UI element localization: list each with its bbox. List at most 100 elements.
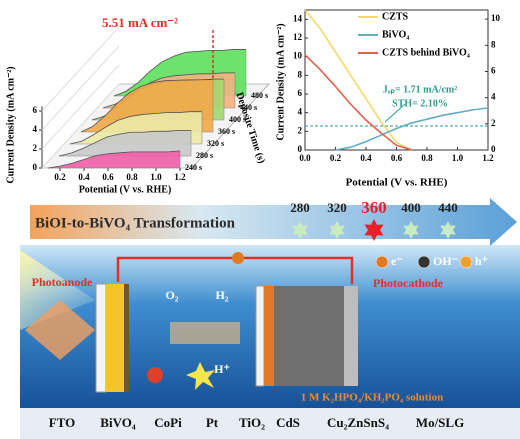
sunlight — [20, 250, 95, 330]
series-line — [335, 107, 489, 151]
step-label: 440 — [438, 200, 458, 215]
pt-spark — [186, 362, 215, 390]
y-tick-label: 8 — [298, 69, 303, 79]
layer-label: BiVO₄ — [100, 415, 136, 430]
step-star — [403, 221, 419, 239]
x-tick-label: 1.2 — [482, 153, 494, 163]
legend-particle — [417, 255, 431, 269]
step-label: 400 — [401, 200, 421, 215]
mo-slg-layer — [344, 286, 358, 386]
y-tick-label: 6 — [33, 105, 38, 115]
x-tick-label: 1.0 — [150, 172, 162, 182]
line — [113, 49, 246, 97]
y2-tick-label: 2 — [491, 118, 496, 128]
series-label: 480 s — [251, 91, 268, 100]
legend-label: BiVO₄ — [382, 29, 409, 40]
grid-line — [41, 26, 120, 112]
fto-layer — [95, 283, 107, 393]
x-tick-label: 0.6 — [391, 153, 403, 163]
layer-label: Mo/SLG — [416, 415, 464, 430]
y-tick-label: 12 — [293, 32, 303, 42]
series-line — [304, 9, 413, 151]
step-star — [440, 221, 456, 239]
ion-arrow — [170, 322, 240, 344]
x-tick-label: 1.2 — [174, 172, 186, 182]
x-axis-label: Potential (V vs. RHE) — [79, 184, 172, 195]
layer-label: Pt — [206, 415, 219, 430]
series-label: 440 s — [240, 103, 257, 112]
legend-particle — [375, 255, 389, 269]
x-tick-label: 0.8 — [126, 172, 138, 182]
y2-tick-label: 10 — [491, 13, 501, 23]
x-tick-label: 0.4 — [360, 153, 372, 163]
x-tick-label: 0.2 — [330, 153, 342, 163]
o2-label: O₂ — [166, 288, 179, 302]
x-tick-label: 0.4 — [78, 172, 90, 182]
electron — [232, 252, 244, 264]
x-tick-label: 1.0 — [452, 153, 464, 163]
x-tick-label: 0.6 — [102, 172, 114, 182]
step-label: 280 — [290, 200, 310, 215]
legend-label: CZTS behind BiVO₄ — [382, 47, 470, 58]
legend-label: h⁺ — [475, 254, 488, 268]
photocathode-label: Photocathode — [373, 276, 444, 290]
czts-layer — [274, 286, 344, 386]
y-tick-label: 6 — [298, 88, 303, 98]
series-label: 320 s — [207, 139, 224, 148]
layer-label: CoPi — [154, 415, 182, 430]
x-tick-label: 0.0 — [299, 153, 311, 163]
series-label: 280 s — [196, 151, 213, 160]
y-tick-label: 10 — [293, 51, 303, 61]
y-tick-label: 4 — [298, 107, 303, 117]
light-arrow — [25, 300, 95, 360]
y2-tick-label: 8 — [491, 39, 496, 49]
line — [80, 79, 214, 133]
y2-tick-label: 0 — [491, 144, 496, 154]
y-tick-label: 0 — [33, 162, 38, 172]
y-tick-label: 0 — [298, 144, 303, 154]
annotation: 5.51 mA cm⁻² — [102, 15, 178, 30]
y2-tick-label: 4 — [491, 92, 496, 102]
series-line — [304, 54, 412, 151]
hplus-label: H⁺ — [214, 362, 230, 376]
line — [47, 150, 181, 169]
step-star — [292, 221, 308, 239]
series-label: 240 s — [185, 163, 202, 172]
tio2-layer — [255, 285, 265, 387]
grid-line — [41, 83, 120, 169]
line — [58, 129, 191, 157]
grid-line — [41, 64, 120, 150]
step-label: 360 — [361, 198, 387, 217]
bivo4-layer — [106, 284, 124, 392]
solution-label: 1 M K₂HPO₄/KH₂PO₄ solution — [301, 392, 443, 404]
copi-layer — [124, 284, 129, 392]
x-tick-label: 0.8 — [421, 153, 433, 163]
y-axis-label: Current Density (mA cm⁻²) — [5, 66, 16, 183]
photoanode-label: Photoanode — [32, 275, 93, 289]
y2-tick-label: 6 — [491, 66, 496, 76]
y-tick-label: 2 — [33, 143, 38, 153]
annotation: STH= 2.10% — [392, 98, 448, 109]
y-tick-label: 2 — [298, 125, 303, 135]
legend-label: e⁻ — [391, 254, 403, 268]
layer-label: CdS — [276, 415, 300, 430]
step-star — [329, 221, 345, 239]
y-tick-label: 4 — [33, 124, 38, 134]
banner-title: BiOI-to-BiVO₄ Transformation — [35, 215, 236, 231]
layer-label: Cu₂ZnSnS₄ — [327, 415, 389, 430]
banner-arrow — [30, 198, 517, 246]
layer-label: FTO — [49, 415, 76, 430]
h2-label: H₂ — [216, 288, 229, 302]
series-label: 400 s — [229, 115, 246, 124]
step-label: 320 — [327, 200, 347, 215]
step-star — [364, 219, 384, 241]
label-strip — [20, 408, 520, 439]
layer-label: TiO₂ — [239, 415, 265, 430]
grid-line — [41, 45, 120, 131]
y-tick-label: 14 — [293, 13, 303, 23]
annotation-arrow — [384, 103, 406, 123]
legend-label: CZTS — [382, 11, 409, 22]
cds-layer — [264, 286, 274, 386]
series-label: 360 s — [218, 127, 235, 136]
y-axis-label: Current Density (mA cm⁻²) — [275, 23, 286, 140]
